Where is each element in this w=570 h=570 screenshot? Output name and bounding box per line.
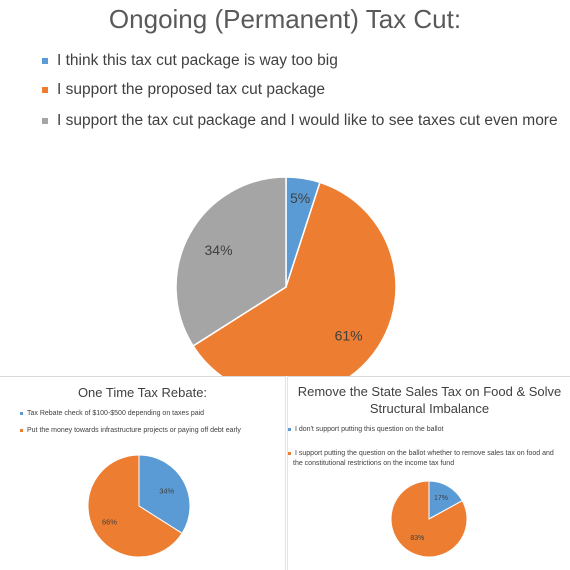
legend-item: Put the money towards infrastructure pro… (20, 426, 241, 436)
legend-label: I support the proposed tax cut package (57, 81, 325, 98)
data-label: 5% (290, 190, 310, 206)
rebate-panel: One Time Tax Rebate: Tax Rebate check of… (0, 376, 286, 570)
legend-label: I think this tax cut package is way too … (57, 52, 338, 69)
legend-swatch (42, 58, 48, 64)
legend-label-line-1: I support putting the question on the ba… (295, 450, 554, 457)
pie-slice (175, 176, 287, 347)
sales-tax-panel: Remove the State Sales Tax on Food & Sol… (287, 376, 570, 570)
legend-label-line-2: the constitutional restrictions on the i… (293, 460, 455, 467)
legend-item: I don't support putting this question on… (288, 425, 443, 435)
legend-item: I think this tax cut package is way too … (42, 52, 338, 70)
legend-swatch (20, 428, 23, 432)
data-label: 83% (410, 535, 424, 542)
data-label: 61% (335, 328, 363, 344)
pie-slice (192, 181, 397, 376)
chart-title: Ongoing (Permanent) Tax Cut: (108, 4, 462, 34)
legend-swatch (20, 411, 23, 415)
rebate-pie-chart: 34% 66% (87, 454, 191, 558)
legend-item: I support the tax cut package and I woul… (42, 112, 558, 130)
legend-label: I don't support putting this question on… (295, 426, 444, 433)
pie-slice (390, 480, 468, 558)
data-label: 17% (434, 495, 448, 502)
legend-label: Tax Rebate check of $100-$500 depending … (27, 410, 205, 417)
legend-swatch (288, 451, 291, 455)
legend-swatch (42, 87, 48, 93)
legend-swatch (288, 427, 291, 431)
sales-tax-pie-chart: 17% 83% (390, 480, 468, 558)
main-pie-chart: 5% 61% 34% (175, 176, 397, 376)
legend-swatch (42, 118, 48, 124)
sales-tax-chart-title-line-1: Remove the State Sales Tax on Food & Sol… (297, 384, 562, 399)
legend-item: I support putting the question on the ba… (288, 449, 570, 469)
sales-tax-chart-title-line-2: Structural Imbalance (369, 401, 490, 416)
legend-item: Tax Rebate check of $100-$500 depending … (20, 409, 204, 419)
data-label: 34% (205, 242, 233, 258)
data-label: 34% (159, 486, 174, 495)
pie-slice (87, 454, 183, 558)
legend-item: I support the proposed tax cut package (42, 81, 325, 99)
legend-label: I support the tax cut package and I woul… (57, 112, 558, 129)
rebate-chart-title: One Time Tax Rebate: (77, 385, 208, 400)
legend-label: Put the money towards infrastructure pro… (27, 427, 241, 434)
data-label: 66% (102, 518, 117, 527)
